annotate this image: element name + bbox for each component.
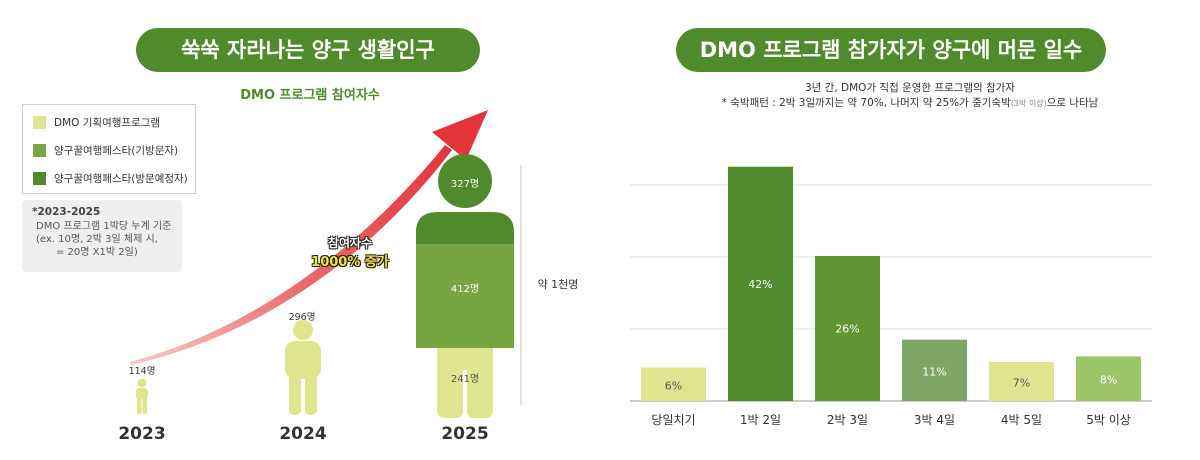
right-title-pill: DMO 프로그램 참가자가 양구에 머문 일수 (676, 28, 1106, 72)
bar-value-label: 26% (835, 322, 859, 335)
callout-line2: 1000% 증가 (311, 255, 389, 270)
category-label: 5박 이상 (1086, 413, 1131, 427)
note-line: = 20명 X1박 2일) (56, 247, 138, 258)
bar-1 (641, 367, 706, 401)
note-box: *2023-2025 DMO 프로그램 1박당 누계 기준 (ex. 10명, … (22, 200, 182, 272)
person-2025-body (416, 244, 514, 348)
category-label: 3박 4일 (914, 413, 955, 427)
bar-value-label: 8% (1100, 374, 1117, 387)
note-title: *2023-2025 (32, 206, 101, 218)
person-2024 (285, 320, 321, 415)
bar-5 (989, 361, 1054, 401)
bar-6 (1076, 356, 1141, 401)
left-subtitle: DMO 프로그램 참여자수 (240, 88, 380, 103)
bar-value-label: 7% (1013, 376, 1030, 389)
year-label-2025: 2025 (441, 424, 489, 444)
legend-label: DMO 기획여행프로그램 (54, 116, 161, 129)
desc-text: * 숙박패턴 : 2박 3일까지는 약 70%, 나머지 약 25%가 중기숙박 (721, 97, 1011, 109)
total-label-2024: 296명 (288, 312, 316, 323)
right-title: DMO 프로그램 참가자가 양구에 머문 일수 (699, 38, 1083, 62)
bar-4 (902, 339, 967, 401)
growth-arrow-head (432, 110, 488, 160)
bar-2 (728, 166, 793, 401)
total-label-2023: 114명 (128, 366, 156, 377)
person-2025 (416, 154, 514, 418)
segment-label-412: 412명 (450, 284, 480, 295)
category-label: 1박 2일 (740, 413, 781, 427)
legend-swatch-3 (33, 171, 46, 185)
person-2025-head (438, 154, 492, 208)
segment-label-241: 241명 (450, 374, 480, 385)
bar-value-label: 6% (665, 379, 682, 392)
person-2025-legs (437, 348, 493, 418)
desc-small: (3박 이상) (1010, 99, 1047, 108)
legend-item: 양구꿀여행페스타(방문예정자) (33, 167, 195, 189)
note-line: DMO 프로그램 1박당 누계 기준 (36, 221, 172, 232)
legend-item: DMO 기획여행프로그램 (33, 111, 195, 133)
chart-description-1: 3년 간, DMO가 직접 운영한 프로그램의 참가자 (804, 82, 1015, 94)
legend: DMO 기획여행프로그램 양구꿀여행페스타(기방문자) 양구꿀여행페스타(방문예… (22, 104, 196, 194)
bar-value-label: 11% (922, 365, 946, 378)
category-label: 2박 3일 (827, 413, 868, 427)
legend-swatch-1 (33, 115, 46, 129)
legend-swatch-2 (33, 143, 46, 157)
bar-3 (815, 255, 880, 401)
left-title: 쑥쑥 자라나는 양구 생활인구 (181, 38, 435, 62)
segment-label-327: 327명 (450, 179, 480, 190)
legend-label: 양구꿀여행페스타(방문예정자) (54, 172, 188, 185)
year-label-2023: 2023 (118, 424, 166, 444)
chart-description-2: * 숙박패턴 : 2박 3일까지는 약 70%, 나머지 약 25%가 중기숙박… (640, 95, 1180, 112)
left-title-pill: 쑥쑥 자라나는 양구 생활인구 (136, 28, 480, 72)
note-line: (ex. 10명, 2박 3일 체제 시, (36, 234, 158, 245)
bar-value-label: 42% (748, 278, 772, 291)
growth-callout: 참여자수 1000% 증가 (300, 234, 400, 270)
person-2023 (136, 378, 148, 414)
category-label: 4박 5일 (1001, 413, 1042, 427)
legend-item: 양구꿀여행페스타(기방문자) (33, 139, 195, 161)
year-label-2024: 2024 (279, 424, 327, 444)
desc-end: 으로 나타남 (1046, 97, 1099, 109)
category-label: 당일치기 (651, 413, 695, 427)
person-2025-shoulders (416, 212, 514, 245)
bracket-label: 약 1천명 (537, 278, 579, 291)
legend-label: 양구꿀여행페스타(기방문자) (54, 144, 179, 157)
callout-line1: 참여자수 (327, 236, 373, 250)
